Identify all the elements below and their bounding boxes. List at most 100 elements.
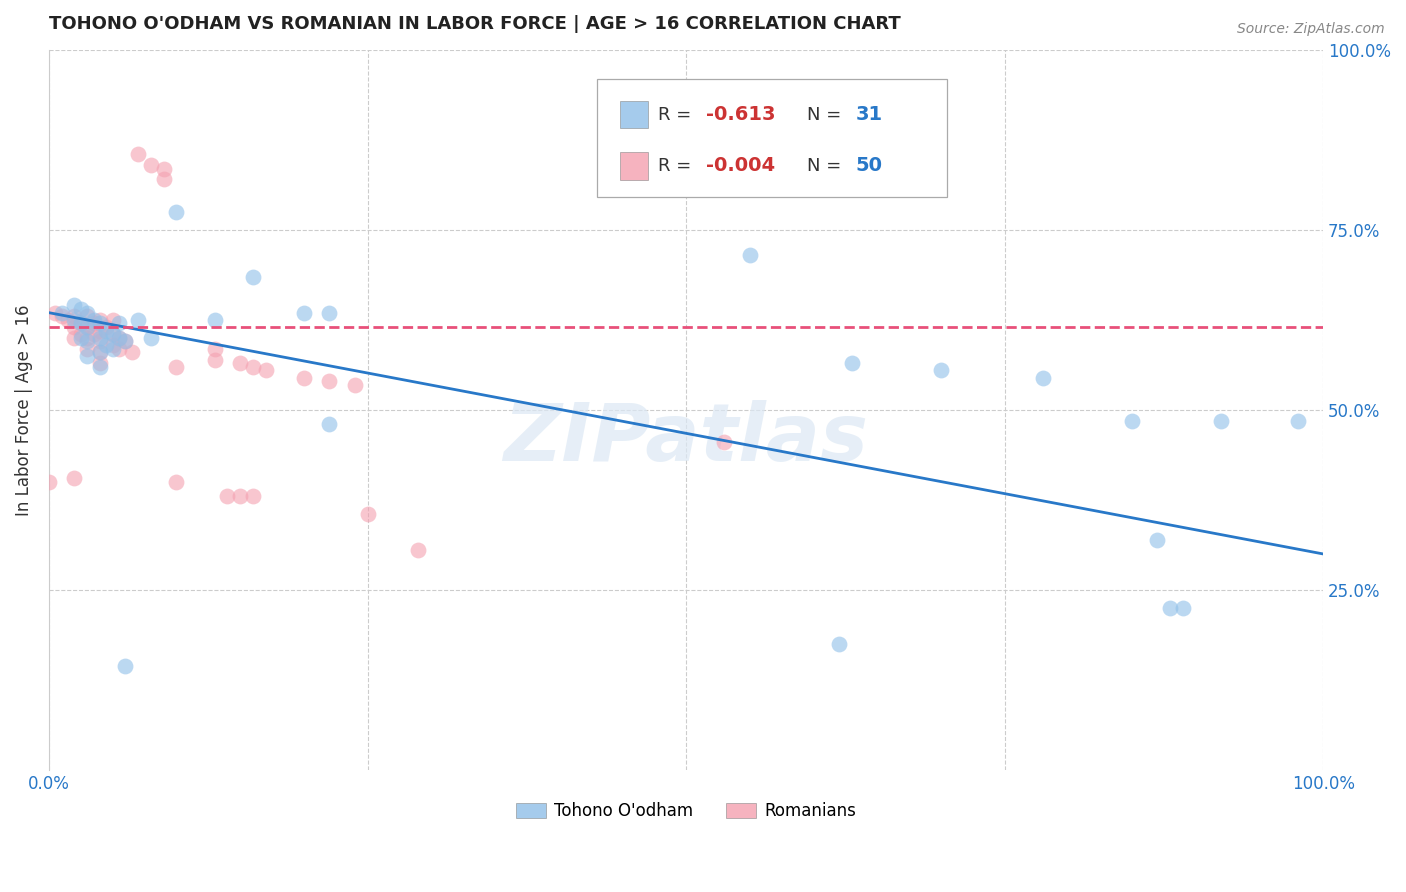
Point: [76, 334, 98, 349]
Point: [96, 338, 118, 352]
Point: [408, 543, 430, 558]
Point: [1032, 370, 1054, 384]
Point: [292, 306, 315, 320]
Point: [76, 331, 98, 345]
Point: [713, 435, 735, 450]
Point: [114, 658, 136, 673]
Point: [63, 313, 86, 327]
Point: [63, 298, 86, 312]
Point: [114, 334, 136, 349]
Point: [254, 363, 277, 377]
Point: [89, 324, 111, 338]
Point: [318, 306, 340, 320]
Point: [738, 248, 761, 262]
Point: [76, 320, 98, 334]
Text: TOHONO O'ODHAM VS ROMANIAN IN LABOR FORCE | AGE > 16 CORRELATION CHART: TOHONO O'ODHAM VS ROMANIAN IN LABOR FORC…: [49, 15, 901, 33]
Point: [101, 327, 124, 342]
Text: R =: R =: [658, 157, 697, 175]
FancyBboxPatch shape: [598, 78, 948, 197]
Point: [318, 417, 340, 432]
Point: [929, 363, 952, 377]
Point: [229, 356, 252, 370]
Point: [841, 356, 863, 370]
Point: [108, 317, 131, 331]
Text: N =: N =: [807, 105, 846, 124]
Point: [152, 161, 174, 176]
Point: [51, 310, 73, 324]
Point: [69, 327, 91, 342]
Point: [204, 313, 226, 327]
Point: [89, 345, 111, 359]
Point: [242, 269, 264, 284]
Point: [101, 338, 124, 352]
Text: 31: 31: [855, 105, 883, 124]
Point: [114, 334, 136, 349]
Text: 50: 50: [855, 156, 883, 176]
Point: [44, 306, 66, 320]
Point: [83, 327, 105, 342]
Text: ZIPatlas: ZIPatlas: [503, 400, 869, 478]
Point: [217, 489, 239, 503]
Point: [229, 489, 252, 503]
Point: [69, 317, 91, 331]
Point: [76, 306, 98, 320]
Point: [69, 302, 91, 317]
Point: [63, 471, 86, 485]
Point: [108, 331, 131, 345]
Point: [828, 637, 851, 651]
Point: [38, 475, 60, 489]
Point: [89, 345, 111, 359]
Point: [121, 345, 143, 359]
Point: [1286, 414, 1309, 428]
Point: [101, 342, 124, 356]
Point: [343, 377, 366, 392]
Point: [292, 370, 315, 384]
Point: [76, 349, 98, 363]
Point: [83, 317, 105, 331]
Point: [1211, 414, 1233, 428]
Text: N =: N =: [807, 157, 846, 175]
Point: [89, 331, 111, 345]
Point: [89, 359, 111, 374]
Point: [51, 306, 73, 320]
Point: [165, 359, 187, 374]
Y-axis label: In Labor Force | Age > 16: In Labor Force | Age > 16: [15, 304, 32, 516]
Point: [127, 147, 149, 161]
Point: [89, 317, 111, 331]
Point: [108, 331, 131, 345]
Point: [318, 374, 340, 388]
Point: [1171, 601, 1194, 615]
Text: -0.613: -0.613: [706, 105, 776, 124]
Point: [242, 489, 264, 503]
Point: [76, 342, 98, 356]
Point: [83, 313, 105, 327]
Point: [63, 331, 86, 345]
Point: [1121, 414, 1143, 428]
Text: R =: R =: [658, 105, 697, 124]
Point: [108, 342, 131, 356]
Point: [204, 352, 226, 367]
Point: [127, 313, 149, 327]
Point: [76, 310, 98, 324]
Point: [56, 313, 79, 327]
Point: [89, 356, 111, 370]
Point: [242, 359, 264, 374]
Point: [89, 334, 111, 349]
Point: [152, 172, 174, 186]
Point: [63, 320, 86, 334]
Point: [204, 342, 226, 356]
Point: [76, 320, 98, 334]
Text: -0.004: -0.004: [706, 156, 776, 176]
Point: [139, 158, 162, 172]
Point: [101, 327, 124, 342]
Point: [1146, 533, 1168, 547]
Point: [356, 508, 378, 522]
Point: [101, 313, 124, 327]
Legend: Tohono O'odham, Romanians: Tohono O'odham, Romanians: [509, 795, 863, 827]
Point: [165, 205, 187, 219]
Point: [96, 320, 118, 334]
Point: [69, 331, 91, 345]
Bar: [620, 101, 648, 128]
Point: [89, 313, 111, 327]
Point: [63, 310, 86, 324]
